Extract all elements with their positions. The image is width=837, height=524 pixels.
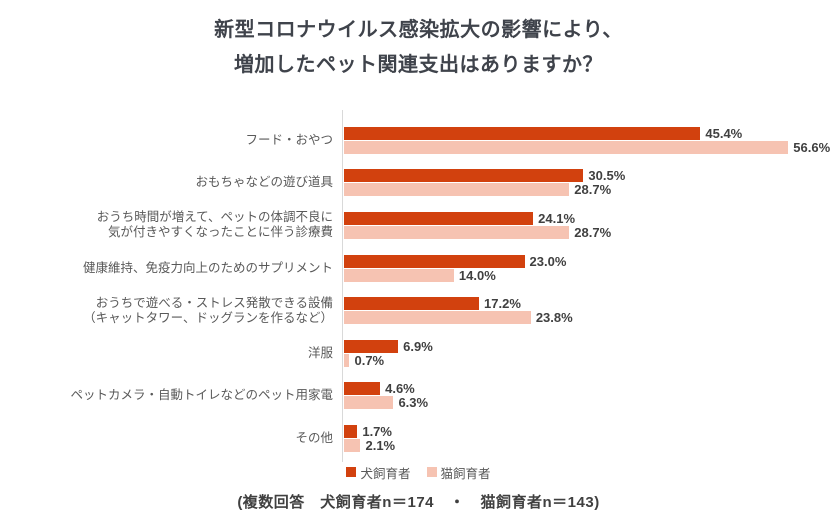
category-label: おうち時間が増えて、ペットの体調不良に 気が付きやすくなったことに伴う診療費 (96, 210, 333, 240)
bar-group: 4.6% 6.3% (343, 382, 837, 410)
value-label: 2.1% (365, 437, 396, 453)
category-label: 健康維持、免疫力向上のためのサプリメント (82, 260, 333, 275)
bar-group: 1.7% 2.1% (343, 424, 837, 452)
cat-owners-bar (344, 438, 361, 452)
legend-item-cat-owners: 猫飼育者 (426, 463, 491, 482)
bar-group: 30.5% 28.7% (343, 169, 837, 197)
bar-group: 24.1% 28.7% (343, 211, 837, 239)
bar-row: おもちゃなどの遊び道具 30.5% 28.7% (0, 162, 837, 205)
category-label: その他 (295, 430, 333, 445)
bar-row: フード・おやつ 45.4% 56.6% (0, 119, 837, 162)
value-label: 28.7% (574, 182, 612, 198)
value-label: 17.2% (484, 296, 521, 312)
dog-owners-bar (344, 297, 480, 311)
category-label: おもちゃなどの遊び道具 (195, 175, 333, 190)
chart-title-line2: 増加したペット関連支出はありますか？ (234, 54, 603, 76)
y-axis-line (342, 110, 343, 462)
category-label: ペットカメラ・自動トイレなどのペット用家電 (70, 388, 333, 403)
category-label: おうちで遊べる・ストレス発散できる設備 （キャットタワー、ドッグランを作るなど） (83, 295, 333, 325)
value-label: 45.4% (705, 125, 743, 141)
legend-item-dog-owners: 犬飼育者 (346, 463, 411, 482)
value-label: 6.9% (403, 338, 433, 354)
bar-row: 洋服 6.9% 0.7% (0, 332, 837, 375)
category-label: フード・おやつ (245, 132, 333, 147)
legend-label-cat: 猫飼育者 (440, 466, 491, 481)
cat-owners-bar (344, 183, 570, 197)
cat-owners-bar (344, 225, 570, 239)
bar-row: 健康維持、免疫力向上のためのサプリメント 23.0% 14.0% (0, 247, 837, 290)
value-label: 6.3% (398, 395, 429, 411)
cat-owners-bar (344, 140, 789, 154)
cat-owners-bar (344, 353, 350, 367)
value-label: 0.7% (354, 352, 385, 368)
dog-owners-bar (344, 169, 584, 183)
bar-row: おうち時間が増えて、ペットの体調不良に 気が付きやすくなったことに伴う診療費 24.… (0, 204, 837, 247)
dog-series-swatch-icon (346, 467, 357, 478)
bar-group: 6.9% 0.7% (343, 339, 837, 367)
cat-owners-bar (344, 268, 454, 282)
chart-title: 新型コロナウイルス感染拡大の影響により、 増加したペット関連支出はありますか？ (0, 0, 837, 83)
chart-title-line1: 新型コロナウイルス感染拡大の影響により、 (214, 19, 623, 41)
dog-owners-bar (344, 382, 381, 396)
bar-group: 17.2% 23.8% (343, 297, 837, 325)
dog-owners-bar (344, 254, 525, 268)
value-label: 56.6% (793, 139, 831, 155)
cat-owners-bar (344, 311, 531, 325)
dog-owners-bar (344, 126, 701, 140)
value-label: 23.8% (535, 310, 573, 326)
value-label: 23.0% (529, 253, 567, 269)
bar-row: その他 1.7% 2.1% (0, 417, 837, 460)
legend: 犬飼育者 猫飼育者 (0, 463, 837, 482)
bar-rows: フード・おやつ 45.4% 56.6% おもちゃなどの遊び道具 30.5% 28.7% おう… (0, 110, 837, 462)
footnote: (複数回答 犬飼育者n＝174 ・ 猫飼育者n＝143) (237, 493, 600, 511)
value-label: 28.7% (574, 224, 612, 240)
bar-row: おうちで遊べる・ストレス発散できる設備 （キャットタワー、ドッグランを作るなど） 1… (0, 289, 837, 332)
value-label: 4.6% (385, 381, 415, 397)
dog-owners-bar (344, 424, 358, 438)
dog-owners-bar (344, 339, 399, 353)
value-label: 24.1% (538, 210, 576, 226)
value-label: 1.7% (362, 423, 392, 439)
bar-group: 23.0% 14.0% (343, 254, 837, 282)
category-label: 洋服 (307, 345, 333, 360)
cat-series-swatch-icon (426, 467, 437, 478)
dog-owners-bar (344, 211, 534, 225)
legend-label-dog: 犬飼育者 (360, 466, 411, 481)
value-label: 30.5% (588, 168, 626, 184)
bar-group: 45.4% 56.6% (343, 126, 837, 154)
cat-owners-bar (344, 396, 394, 410)
bar-row: ペットカメラ・自動トイレなどのペット用家電 4.6% 6.3% (0, 375, 837, 418)
value-label: 14.0% (458, 267, 496, 283)
